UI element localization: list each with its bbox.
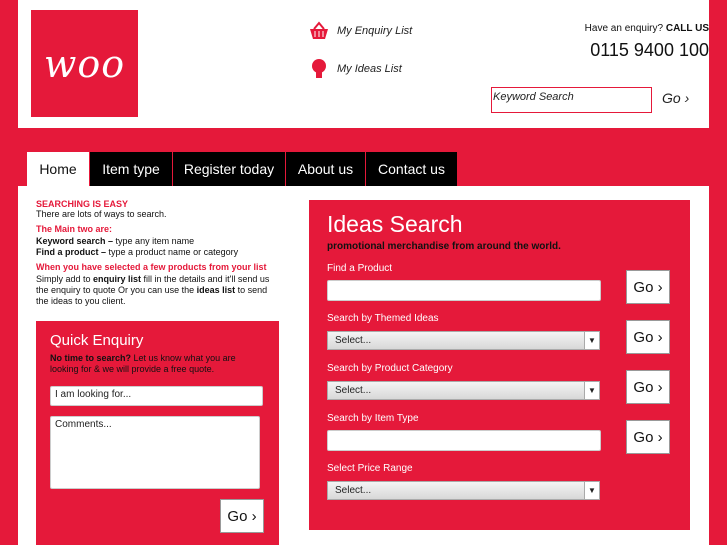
tab-register-today[interactable]: Register today (173, 152, 285, 186)
qe-text: Let us know what you are looking for & w… (50, 353, 236, 374)
phone-number: 0115 9400 100 (590, 40, 709, 60)
tab-home[interactable]: Home (27, 152, 89, 186)
enquiry-list-link[interactable]: My Enquiry List (308, 20, 412, 42)
themed-ideas-select[interactable]: Select... ▼ (327, 331, 600, 350)
search-intro: SEARCHING IS EASY There are lots of ways… (36, 199, 281, 307)
ideas-list-link[interactable]: My Ideas List (308, 58, 402, 80)
quick-enquiry-panel: Quick Enquiry No time to search? Let us … (36, 321, 279, 545)
tab-about-us[interactable]: About us (286, 152, 365, 186)
find-product-label: Find a Product (327, 263, 393, 274)
call-prefix: Have an enquiry? (584, 23, 664, 34)
find-product-go-button[interactable]: Go › (626, 270, 670, 304)
themed-ideas-value: Select... (335, 335, 372, 346)
main-two-heading: The Main two are: (36, 224, 113, 234)
chevron-down-icon: ▼ (584, 482, 599, 499)
call-us: CALL US (665, 23, 709, 34)
find-product-input[interactable] (327, 280, 601, 301)
selected-heading: When you have selected a few products fr… (36, 262, 267, 272)
selected-text: Simply add to enquiry list fill in the d… (36, 274, 281, 307)
ideas-list-label: My Ideas List (337, 63, 402, 75)
intro-heading: SEARCHING IS EASY (36, 199, 129, 209)
quick-enquiry-text: No time to search? Let us know what you … (50, 353, 260, 375)
chevron-down-icon: ▼ (584, 382, 599, 399)
p3c: fill in the details and it'll send us th… (36, 274, 270, 295)
enquiry-list-label: My Enquiry List (337, 25, 413, 37)
keyword-tip: Keyword search – type any item name (36, 236, 281, 247)
chevron-down-icon: ▼ (584, 332, 599, 349)
item-type-go-button[interactable]: Go › (626, 420, 670, 454)
themed-ideas-go-button[interactable]: Go › (626, 320, 670, 354)
quick-enquiry-title: Quick Enquiry (50, 332, 144, 349)
tab-item-type[interactable]: Item type (90, 152, 172, 186)
product-category-label: Search by Product Category (327, 363, 453, 374)
keyword-go-button[interactable]: Go › (662, 90, 690, 106)
p3d: ideas list (196, 285, 236, 295)
fp-strong: Find a product – (36, 247, 107, 257)
price-range-select[interactable]: Select... ▼ (327, 481, 600, 500)
basket-icon (310, 21, 328, 39)
product-category-select[interactable]: Select... ▼ (327, 381, 600, 400)
price-range-value: Select... (335, 485, 372, 496)
kw-text: type any item name (113, 236, 195, 246)
price-range-label: Select Price Range (327, 463, 413, 474)
p3b: enquiry list (93, 274, 142, 284)
item-type-input[interactable] (327, 430, 601, 451)
product-category-value: Select... (335, 385, 372, 396)
item-type-label: Search by Item Type (327, 413, 419, 424)
tab-contact-us[interactable]: Contact us (366, 152, 457, 186)
logo[interactable]: woo (31, 10, 138, 117)
ideas-search-subtitle: promotional merchandise from around the … (327, 241, 561, 252)
p3e: to send the ideas to you client. (36, 285, 268, 306)
fp-text: type a product name or category (106, 247, 239, 257)
qe-strong: No time to search? (50, 353, 132, 363)
lightbulb-icon (312, 59, 326, 78)
keyword-search-input[interactable]: Keyword Search (491, 87, 652, 113)
themed-ideas-label: Search by Themed Ideas (327, 313, 439, 324)
product-category-go-button[interactable]: Go › (626, 370, 670, 404)
intro-text: There are lots of ways to search. (36, 209, 167, 219)
quick-enquiry-go-button[interactable]: Go › (220, 499, 264, 533)
call-us-text: Have an enquiry? CALL US (585, 23, 709, 34)
looking-for-input[interactable]: I am looking for... (50, 386, 263, 406)
product-tip: Find a product – type a product name or … (36, 247, 281, 258)
p3a: Simply add to (36, 274, 94, 284)
comments-textarea[interactable]: Comments... (50, 416, 260, 489)
ideas-search-panel: Ideas Search promotional merchandise fro… (309, 200, 690, 530)
ideas-search-title: Ideas Search (327, 211, 463, 237)
kw-strong: Keyword search – (36, 236, 114, 246)
